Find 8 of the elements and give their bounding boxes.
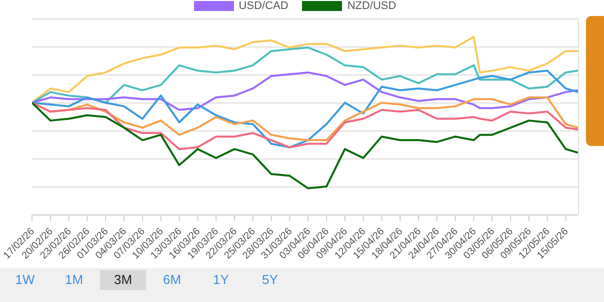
text: 1W bbox=[14, 271, 36, 289]
text: 1M bbox=[64, 271, 84, 289]
text: 5Y bbox=[261, 271, 279, 289]
text: 1Y bbox=[212, 271, 230, 289]
text: 6M bbox=[162, 271, 182, 289]
legend-label: NZD/USD bbox=[347, 0, 396, 12]
text: 3M bbox=[100, 270, 146, 290]
legend-label: USD/CAD bbox=[238, 0, 288, 12]
